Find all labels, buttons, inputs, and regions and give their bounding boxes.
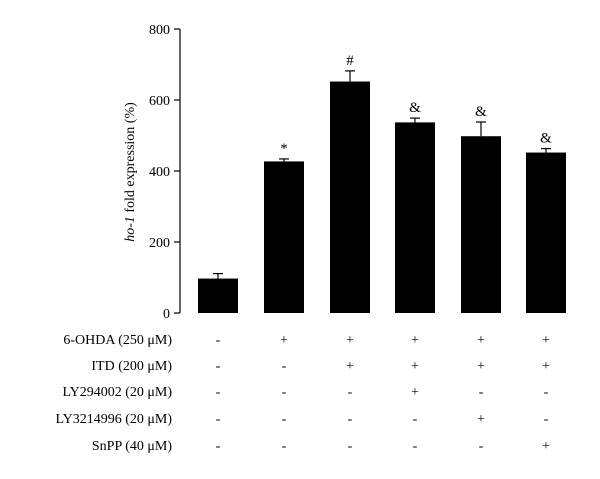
significance-mark: & (409, 100, 421, 116)
y-axis-title-gene: ho-1 (123, 216, 138, 242)
condition-sign: - (216, 412, 221, 427)
condition-sign: - (216, 333, 221, 348)
condition-sign: - (348, 439, 353, 454)
condition-sign: + (542, 359, 550, 374)
condition-sign: + (346, 359, 354, 374)
y-axis: 0 200 400 600 800 (149, 23, 181, 322)
condition-sign: - (282, 359, 287, 374)
y-tick-label: 400 (149, 165, 170, 180)
bar (264, 161, 304, 313)
y-tick-label: 0 (163, 307, 170, 322)
condition-label: LY294002 (20 μM) (62, 385, 172, 400)
condition-sign: - (544, 412, 549, 427)
condition-sign: - (413, 412, 418, 427)
y-tick-label: 600 (149, 94, 170, 109)
y-tick-label: 200 (149, 236, 170, 251)
condition-sign: - (282, 385, 287, 400)
significance-mark: & (540, 131, 552, 147)
condition-sign: + (411, 359, 419, 374)
condition-sign: + (346, 333, 354, 348)
significance-marks: * # & & & (280, 53, 552, 157)
condition-sign: - (479, 385, 484, 400)
condition-label: LY3214996 (20 μM) (55, 412, 172, 427)
y-axis-title-rest: fold expression (%) (123, 102, 138, 216)
significance-mark: * (280, 141, 288, 157)
y-tick-label: 800 (149, 23, 170, 38)
bar (395, 122, 435, 314)
condition-sign: + (542, 333, 550, 348)
error-bars (213, 70, 551, 279)
condition-sign: + (477, 412, 485, 427)
condition-sign: + (280, 333, 288, 348)
significance-mark: & (475, 104, 487, 120)
significance-mark: # (346, 53, 354, 69)
condition-sign: - (413, 439, 418, 454)
condition-sign: - (282, 412, 287, 427)
condition-table: 6-OHDA (250 μM) - + + + + + ITD (200 μM) - - + + + + L… (55, 333, 550, 454)
bar (198, 278, 238, 313)
condition-label: SnPP (40 μM) (92, 439, 172, 454)
condition-label: 6-OHDA (250 μM) (63, 333, 172, 348)
condition-sign: + (477, 359, 485, 374)
bars (198, 81, 566, 314)
bar (330, 81, 370, 313)
condition-sign: - (479, 439, 484, 454)
bar (461, 136, 501, 313)
condition-sign: - (544, 385, 549, 400)
y-axis-label: ho-1 fold expression (%) (123, 102, 138, 242)
condition-sign: + (411, 333, 419, 348)
condition-sign: - (216, 359, 221, 374)
condition-label: ITD (200 μM) (91, 359, 172, 374)
y-axis-title: ho-1 fold expression (%) (123, 102, 138, 242)
condition-sign: + (477, 333, 485, 348)
condition-sign: - (282, 439, 287, 454)
bar (526, 152, 566, 313)
condition-sign: - (348, 385, 353, 400)
condition-sign: - (216, 385, 221, 400)
condition-sign: - (216, 439, 221, 454)
condition-sign: + (542, 439, 550, 454)
condition-sign: + (411, 385, 419, 400)
condition-sign: - (348, 412, 353, 427)
